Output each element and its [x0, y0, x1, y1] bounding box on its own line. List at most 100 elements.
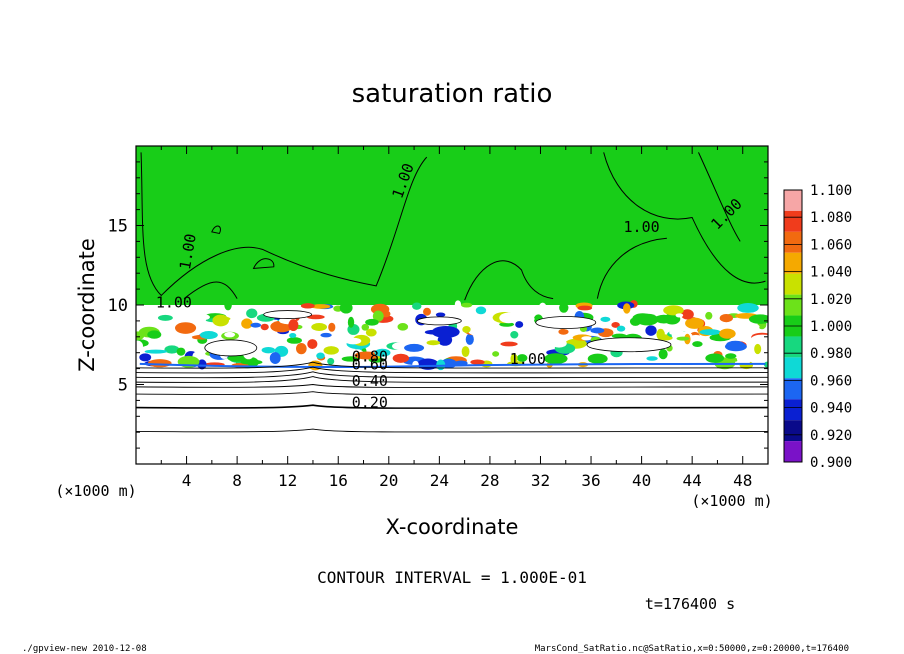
- y-tick-label: 10: [108, 296, 128, 316]
- field-patch: [224, 299, 232, 311]
- field-patch: [306, 314, 325, 320]
- field-patch: [719, 313, 733, 323]
- contour-line: [698, 152, 741, 242]
- field-patch: [261, 346, 276, 354]
- field-patch: [461, 302, 473, 308]
- field-patch: [339, 302, 353, 314]
- field-patch: [323, 346, 339, 355]
- field-patch: [699, 329, 721, 336]
- field-upper-layer: [136, 146, 768, 305]
- contour-line: [136, 428, 768, 433]
- field-patch: [515, 321, 524, 328]
- field-patch: [240, 359, 263, 365]
- x-tick-label: 24: [430, 471, 449, 490]
- contour-line: [211, 225, 221, 235]
- field-patch: [295, 342, 307, 355]
- colorbar-segment: [784, 336, 802, 358]
- contour-label: 0.40: [352, 372, 388, 390]
- contour-label: 0.60: [352, 355, 388, 373]
- contour-line: [136, 384, 768, 388]
- colorbar-segment: [784, 399, 802, 421]
- field-patch: [341, 356, 361, 362]
- colorbar-segment: [784, 378, 802, 400]
- field-patch: [365, 318, 379, 326]
- field-patch: [354, 351, 379, 360]
- x-axis: 4 8 12 16 20 24 28 32 36 40 44 48: [160, 146, 752, 490]
- field-patch: [184, 341, 199, 352]
- field-patch: [646, 356, 658, 361]
- field-cloud-band: [136, 299, 768, 371]
- field-patch: [559, 302, 569, 313]
- y-tick-label: 15: [108, 217, 128, 237]
- field-patch: [726, 340, 745, 350]
- field-patch: [654, 314, 674, 324]
- field-pocket: [404, 343, 425, 352]
- field-patch: [749, 323, 760, 330]
- contour-line: [136, 366, 768, 374]
- contour-label: 1.00: [156, 293, 192, 311]
- contour-line: [136, 376, 768, 383]
- field-patch: [288, 319, 299, 332]
- field-patch: [492, 351, 500, 357]
- colorbar-segment: [784, 441, 802, 462]
- contour-label: 1.00: [510, 350, 546, 368]
- x-tick-label: 12: [278, 471, 297, 490]
- contour-line: [596, 237, 667, 299]
- contour-lines: [140, 152, 766, 301]
- contour-line: [252, 258, 275, 269]
- field-patch: [197, 359, 207, 370]
- x-tick-label: 32: [531, 471, 550, 490]
- contour-label: 1.00: [624, 218, 660, 236]
- field-patch: [611, 333, 627, 339]
- field-patch: [435, 312, 446, 318]
- field-patch: [365, 328, 377, 337]
- field-patch: [725, 353, 737, 359]
- field-patch: [510, 330, 519, 339]
- time-label: t=176400 s: [645, 595, 735, 613]
- field-patch: [600, 316, 611, 322]
- chart-title: saturation ratio: [352, 79, 553, 109]
- x-tick-label: 20: [379, 471, 398, 490]
- field-patch: [260, 323, 269, 331]
- x-tick-label: 8: [232, 471, 242, 490]
- field-patch: [558, 328, 569, 335]
- y-unit-label: (×1000 m): [55, 482, 136, 500]
- field-patch: [246, 308, 258, 319]
- colorbar-label: 1.020: [810, 292, 852, 308]
- colorbar-segment: [784, 420, 802, 442]
- field-patch: [311, 323, 328, 331]
- field-patch: [187, 313, 210, 321]
- field-patch: [454, 300, 462, 308]
- field-patch: [256, 330, 269, 335]
- colorbar-label: 0.900: [810, 455, 852, 471]
- contour-label: 0.80: [352, 347, 388, 365]
- field-patch: [250, 322, 262, 328]
- colorbar-label: 1.080: [810, 210, 852, 226]
- field-patch: [719, 328, 736, 339]
- field-patch: [581, 336, 593, 341]
- field-patch: [147, 330, 162, 339]
- field-patch: [611, 322, 620, 328]
- field-patch: [754, 343, 762, 355]
- field-patch: [157, 314, 173, 321]
- field-patch: [164, 345, 180, 354]
- field-patch: [675, 313, 684, 318]
- field-patch: [551, 339, 567, 348]
- field-patch: [186, 335, 193, 344]
- field-patch: [499, 312, 518, 324]
- x-unit-label: (×1000 m): [691, 492, 772, 510]
- colorbar-label: 1.040: [810, 265, 852, 281]
- field-patch: [144, 349, 168, 354]
- x-tick-label: 36: [581, 471, 600, 490]
- field-patch: [136, 340, 143, 352]
- field-patch: [136, 331, 145, 340]
- field-pocket: [590, 327, 605, 334]
- x-tick-label: 48: [733, 471, 752, 490]
- contour-label: 1.00: [176, 232, 200, 271]
- y-tick-label: 5: [118, 376, 128, 396]
- field-patch: [462, 325, 471, 333]
- field-lobe: [263, 310, 313, 319]
- colorbar: 1.100 1.080 1.060 1.040 1.020 1.000 0.980 0.960…: [783, 183, 852, 471]
- field-patch: [669, 329, 685, 336]
- field-patch: [269, 352, 281, 365]
